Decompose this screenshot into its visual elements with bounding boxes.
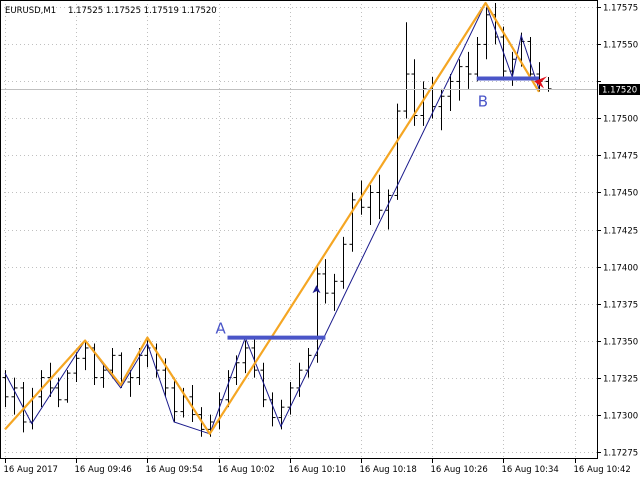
candle-49	[438, 88, 445, 131]
candle-11	[100, 362, 107, 388]
y-tick-label-6: 1.17425	[603, 227, 638, 237]
y-tick-label-9: 1.17500	[603, 115, 638, 125]
candle-19	[171, 377, 178, 422]
candle-50	[447, 74, 454, 112]
candle-14	[127, 370, 134, 397]
level-label-a: A	[216, 320, 227, 338]
x-tick-label-3: 16 Aug 10:02	[218, 465, 275, 475]
x-tick-label-1: 16 Aug 09:46	[75, 465, 132, 475]
x-tick-label-5: 16 Aug 10:18	[360, 465, 417, 475]
candle-38	[340, 236, 347, 289]
y-axis: 1.17275 1.17300 1.17325 1.17350 1.17375 1.174…	[598, 4, 638, 459]
y-tick-label-8: 1.17475	[603, 152, 638, 162]
current-price-tag: 1.17520	[599, 84, 640, 96]
zigzag-orange-line	[4, 1, 540, 435]
candle-36	[322, 259, 329, 304]
y-tick-label-2: 1.17325	[603, 375, 638, 385]
candle-42	[376, 174, 383, 220]
candle-59	[527, 37, 534, 77]
y-tick-label-3: 1.17350	[603, 338, 638, 348]
candle-51	[456, 59, 463, 101]
candle-44	[394, 103, 401, 200]
buy-arrow-icon	[312, 285, 321, 294]
chart-header-ohlc: 1.17525 1.17525 1.17519 1.17520	[68, 6, 217, 16]
candle-52	[465, 51, 472, 89]
x-tick-label-7: 16 Aug 10:34	[502, 465, 559, 475]
candle-28	[251, 337, 258, 378]
x-tick-label-0: 16 Aug 2017	[4, 465, 58, 475]
current-price-tag-bg	[599, 84, 640, 95]
candle-27	[242, 340, 249, 374]
candle-7	[64, 370, 71, 403]
candle-53	[474, 37, 481, 82]
candle-37	[331, 273, 338, 311]
sell-arrow-icon	[534, 76, 547, 89]
candle-47	[420, 81, 427, 126]
y-tick-label-1: 1.17300	[603, 412, 638, 422]
x-tick-label-2: 16 Aug 09:54	[146, 465, 203, 475]
chart-header-symbol: EURUSD,M1	[5, 6, 56, 16]
current-price-label: 1.17520	[602, 86, 637, 96]
candle-29	[260, 362, 267, 408]
y-tick-label-7: 1.17450	[603, 189, 638, 199]
candle-39	[349, 192, 356, 252]
candle-0	[2, 370, 9, 408]
y-tick-label-4: 1.17375	[603, 301, 638, 311]
candle-41	[367, 185, 374, 226]
y-tick-label-11: 1.17550	[603, 41, 638, 51]
level-lines: AB	[216, 76, 539, 340]
y-tick-label-0: 1.17275	[603, 449, 638, 459]
x-tick-label-8: 16 Aug 10:42	[574, 465, 631, 475]
candle-21	[189, 384, 196, 422]
candle-8	[73, 352, 80, 383]
candle-45	[403, 22, 410, 119]
candle-54	[483, 7, 490, 60]
y-tick-label-12: 1.17575	[603, 4, 638, 14]
x-tick-label-4: 16 Aug 10:10	[289, 465, 346, 475]
candle-43	[385, 189, 392, 230]
x-axis: 16 Aug 2017 16 Aug 09:46 16 Aug 09:54 16 Au…	[4, 459, 631, 475]
candle-9	[82, 340, 89, 371]
plot-frame	[0, 0, 598, 459]
candle-1	[11, 377, 18, 415]
y-tick-label-5: 1.17400	[603, 264, 638, 274]
signal-arrows	[312, 76, 547, 294]
level-label-b: B	[478, 92, 488, 110]
x-tick-label-6: 16 Aug 10:26	[431, 465, 488, 475]
